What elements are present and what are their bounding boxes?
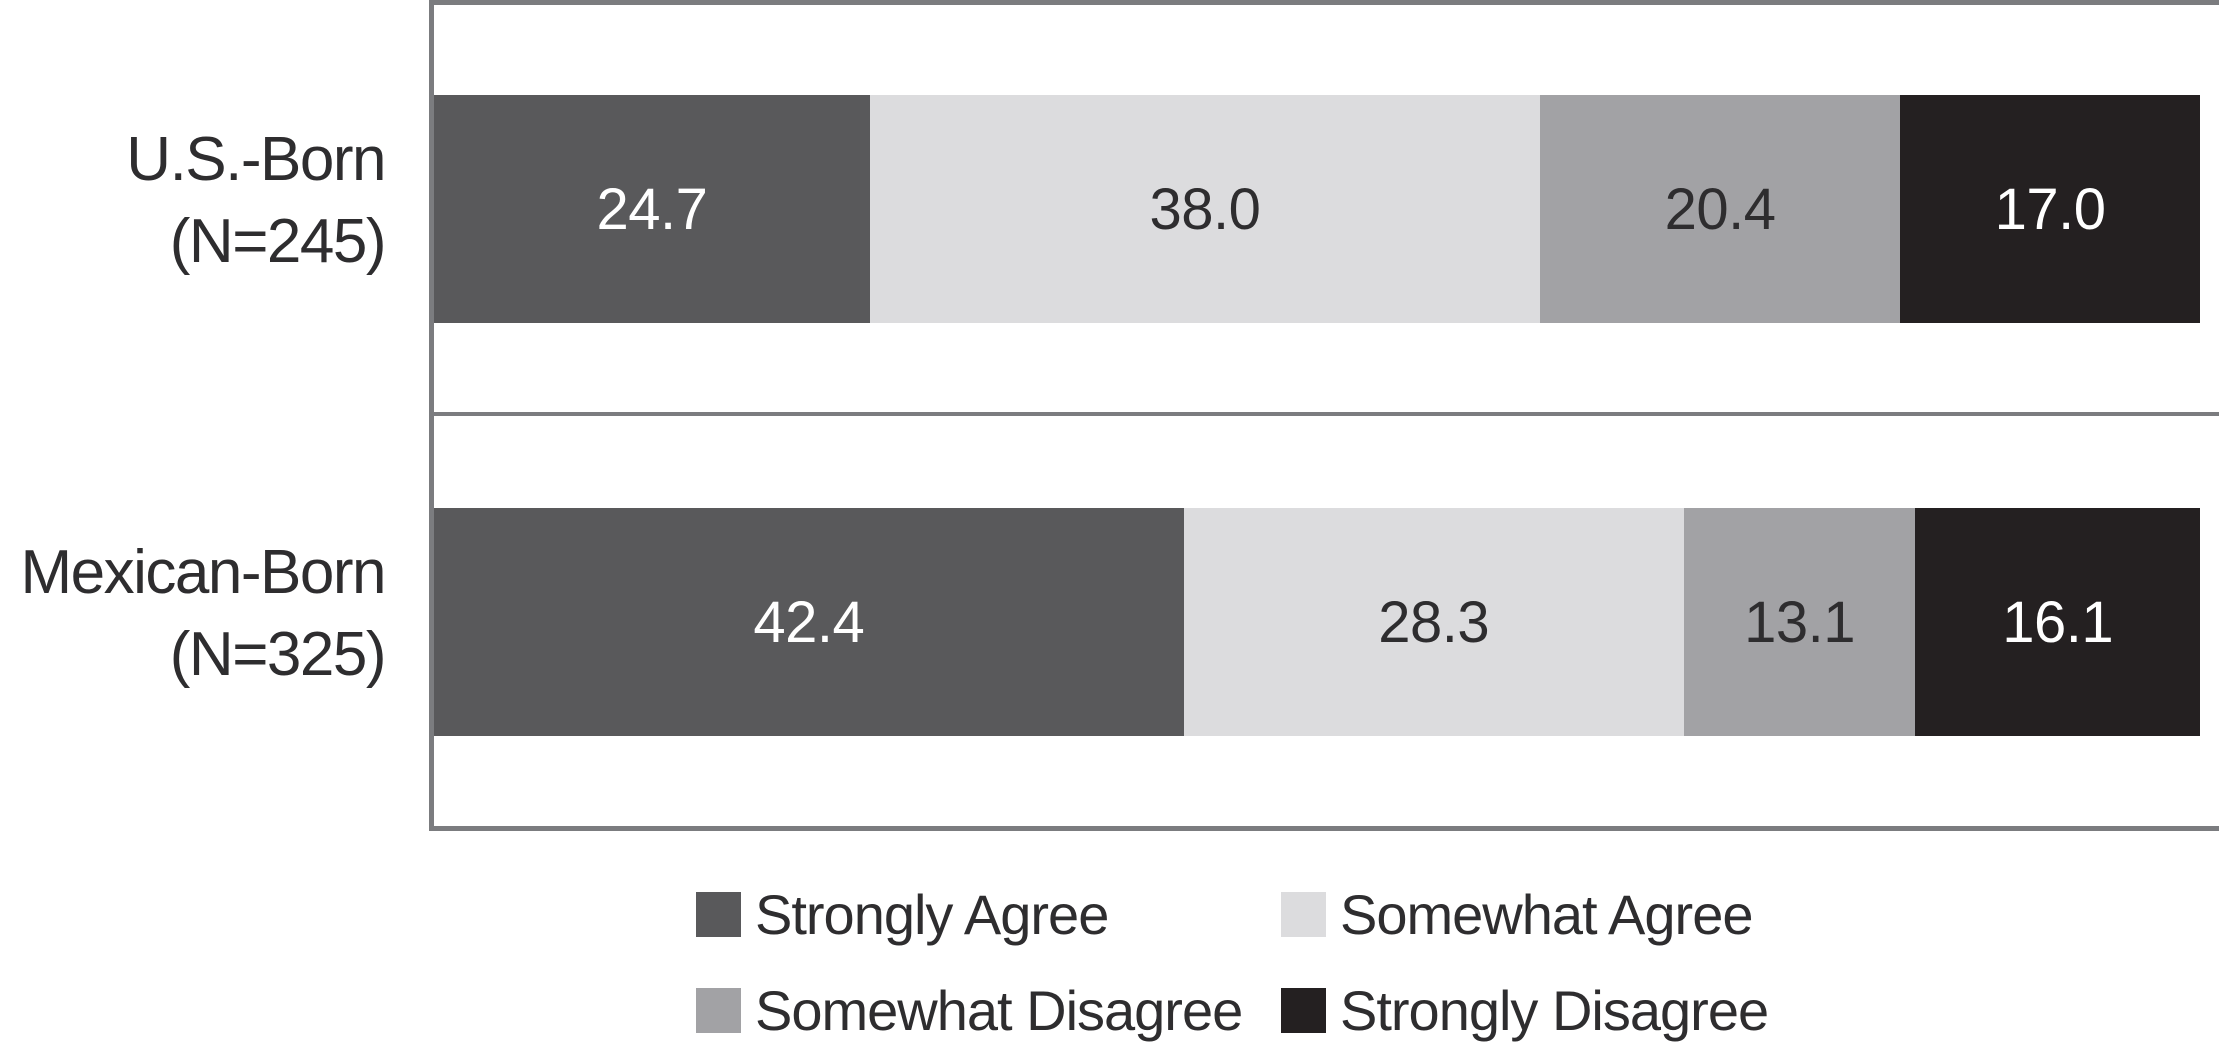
bar-segment-strongly-disagree: 16.1	[1915, 508, 2200, 736]
bar-segment-somewhat-disagree: 20.4	[1540, 95, 1901, 323]
bar-segment-somewhat-agree: 28.3	[1183, 508, 1684, 736]
category-label-line: Mexican-Born	[20, 538, 387, 607]
segment-value-label: 20.4	[1664, 176, 1776, 242]
category-label-us-born: U.S.-Born (N=245)	[0, 87, 387, 315]
category-label-line: U.S.-Born	[126, 125, 386, 194]
segment-value-label: 16.1	[2002, 589, 2114, 655]
legend-swatch-strongly-disagree	[1281, 988, 1326, 1033]
bar-segment-somewhat-disagree: 13.1	[1683, 508, 1916, 736]
segment-value-label: 38.0	[1149, 176, 1261, 242]
segment-value-label: 13.1	[1744, 589, 1856, 655]
category-label-line: (N=245)	[169, 207, 387, 276]
bar-segment-strongly-disagree: 17.0	[1900, 95, 2200, 323]
bar-segment-strongly-agree: 24.7	[434, 95, 870, 323]
legend-swatch-somewhat-disagree	[696, 988, 741, 1033]
bar-segment-strongly-agree: 42.4	[434, 508, 1184, 736]
segment-value-label: 28.3	[1378, 589, 1490, 655]
bar-segment-somewhat-agree: 38.0	[869, 95, 1541, 323]
legend-swatch-somewhat-agree	[1281, 892, 1326, 937]
legend-swatch-strongly-agree	[696, 892, 741, 937]
legend-label-somewhat-agree: Somewhat Agree	[1340, 883, 1753, 946]
chart-frame-bottom-border	[429, 826, 2219, 831]
category-label-line: (N=325)	[169, 620, 387, 689]
chart-frame-middle-divider	[429, 412, 2219, 416]
chart-frame-top-border	[429, 0, 2219, 5]
legend-label-strongly-disagree: Strongly Disagree	[1340, 979, 1769, 1042]
stacked-bar-us-born: 24.7 38.0 20.4 17.0	[434, 95, 2200, 323]
segment-value-label: 42.4	[753, 589, 865, 655]
category-label-mexican-born: Mexican-Born (N=325)	[0, 500, 387, 728]
stacked-bar-mexican-born: 42.4 28.3 13.1 16.1	[434, 508, 2200, 736]
segment-value-label: 24.7	[596, 176, 708, 242]
segment-value-label: 17.0	[1994, 176, 2106, 242]
legend-label-strongly-agree: Strongly Agree	[755, 883, 1109, 946]
legend-label-somewhat-disagree: Somewhat Disagree	[755, 979, 1243, 1042]
